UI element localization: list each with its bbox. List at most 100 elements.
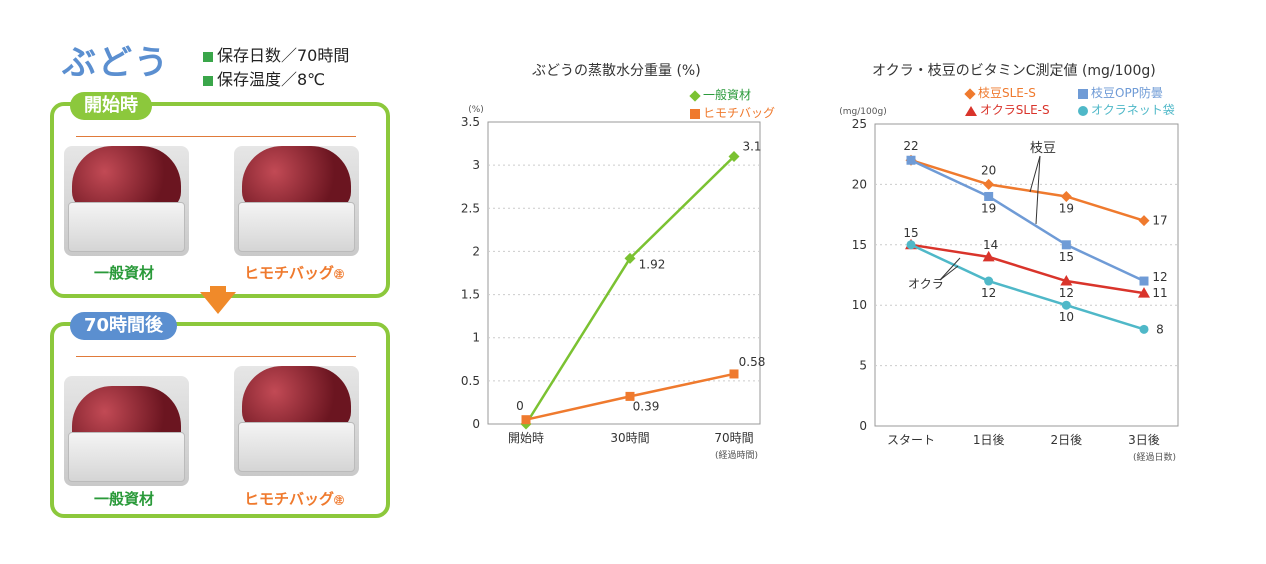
grapes-image [242,366,351,430]
data-label: 15 [903,226,918,240]
data-label: 1.92 [639,257,666,271]
series-line [910,159,1145,222]
y-tick-label: 0 [472,417,480,431]
chart2-title: オクラ・枝豆のビタミンC測定値 (mg/100g) [872,63,1156,79]
before-frame: 一般資材 ヒモチバッグ㊟ [50,102,390,298]
y-tick-label: 10 [852,298,867,312]
data-label: 3.1 [742,140,761,154]
photo-himochi-after [234,366,359,476]
data-point [1138,215,1150,227]
arrow-stem [210,286,226,294]
photo-himochi-before [234,146,359,256]
y-tick-label: 3.5 [461,115,480,129]
y-tick-label: 5 [859,359,867,373]
series-line [910,243,1145,295]
chart2-svg: 0 5 10 15 20 25(mg/100g) スタート 1日後 2日後 3日後 (経過日数) 22… [840,107,1179,463]
data-point [906,155,916,165]
x-note-label: (経過日数) [1133,451,1176,463]
chart2-legend-0: 枝豆SLE-S [964,84,1036,101]
green-square-icon [203,75,213,86]
pack-image [238,202,355,252]
data-point [521,415,531,425]
data-label: 12 [1059,286,1074,300]
square-icon [1078,88,1088,99]
chart1-legend-general: 一般資材 [689,86,751,103]
x-tick-label: 2日後 [1051,433,1083,447]
y-tick-label: 1 [472,331,480,345]
plot-frame [874,123,1179,427]
reference-line [76,356,356,357]
annotation-okra: オクラ [908,277,944,291]
data-point [984,276,994,286]
y-tick-label: 20 [852,177,867,191]
data-label: 17 [1152,214,1167,228]
y-tick-label: 25 [852,117,867,131]
x-tick-label: スタート [887,433,935,447]
chart1-title: ぶどうの蒸散水分重量 (%) [532,63,701,79]
data-point [1061,240,1071,250]
pack-image [68,432,185,482]
y-tick-label: 15 [852,238,867,252]
data-label: 0.39 [633,399,660,413]
data-label: 10 [1059,310,1074,324]
annotation-edamame: 枝豆 [1030,141,1056,156]
series-line [524,155,735,425]
annotation-leader [939,265,959,281]
x-tick-label: 3日後 [1128,433,1160,447]
circle-icon [1078,105,1088,116]
data-label: 20 [981,163,996,177]
chart2-legend-3: オクラネット袋 [1078,101,1175,118]
data-point [982,250,995,262]
after-frame: 一般資材 ヒモチバッグ㊟ [50,322,390,518]
pack-image [238,422,355,472]
data-point [1138,287,1150,298]
y-tick-label: 0 [859,419,867,433]
series-line [910,159,1145,283]
data-point [1060,190,1072,202]
grape-photo-panel: ぶどう 保存日数／70時間 保存温度／8℃ 一般資材 ヒモチバッグ㊟ 開始時 一… [50,30,390,520]
chart2-legend-2: オクラSLE-S [965,101,1050,118]
data-label: 12 [1152,270,1167,284]
data-label: 19 [1059,201,1074,215]
x-tick-label: 1日後 [973,433,1005,447]
annotation-leader [939,257,961,281]
product-title: ぶどう [62,43,170,83]
data-point [1139,276,1149,286]
data-point [1061,300,1071,310]
data-label: 11 [1152,286,1167,300]
photo-general-after [64,376,189,486]
x-tick-label: 開始時 [508,431,544,445]
square-icon [690,108,700,119]
label-himochi: ヒモチバッグ㊟ [244,264,345,282]
data-label: 12 [981,286,996,300]
chart1-legend-himochi: ヒモチバッグ [690,104,775,121]
reference-line [76,136,356,137]
data-label: 0.58 [739,355,766,369]
data-label: 19 [981,201,996,215]
before-tag: 開始時 [70,92,152,120]
data-point [729,369,739,379]
data-point [728,151,740,163]
data-point [624,252,636,264]
y-tick-label: 0.5 [461,374,480,388]
data-label: 14 [983,238,998,252]
y-tick-label: 3 [472,158,480,172]
photo-general-before [64,146,189,256]
y-unit-label: (mg/100g) [840,107,887,117]
label-general: 一般資材 [94,490,155,508]
pack-image [68,202,185,252]
data-point [1060,275,1073,286]
storage-temp: 保存温度／8℃ [203,66,325,90]
data-point [983,178,995,190]
y-tick-label: 2 [472,244,480,258]
data-label: 8 [1156,322,1164,336]
grapes-image [242,146,351,210]
x-note-label: (経過時間) [715,449,758,461]
data-point [906,240,916,250]
data-label: 22 [903,139,918,153]
after-tag: 70時間後 [70,312,178,340]
diamond-icon [964,87,976,100]
y-tick-label: 1.5 [461,288,480,302]
label-himochi: ヒモチバッグ㊟ [244,490,345,508]
grapes-image [72,146,181,210]
